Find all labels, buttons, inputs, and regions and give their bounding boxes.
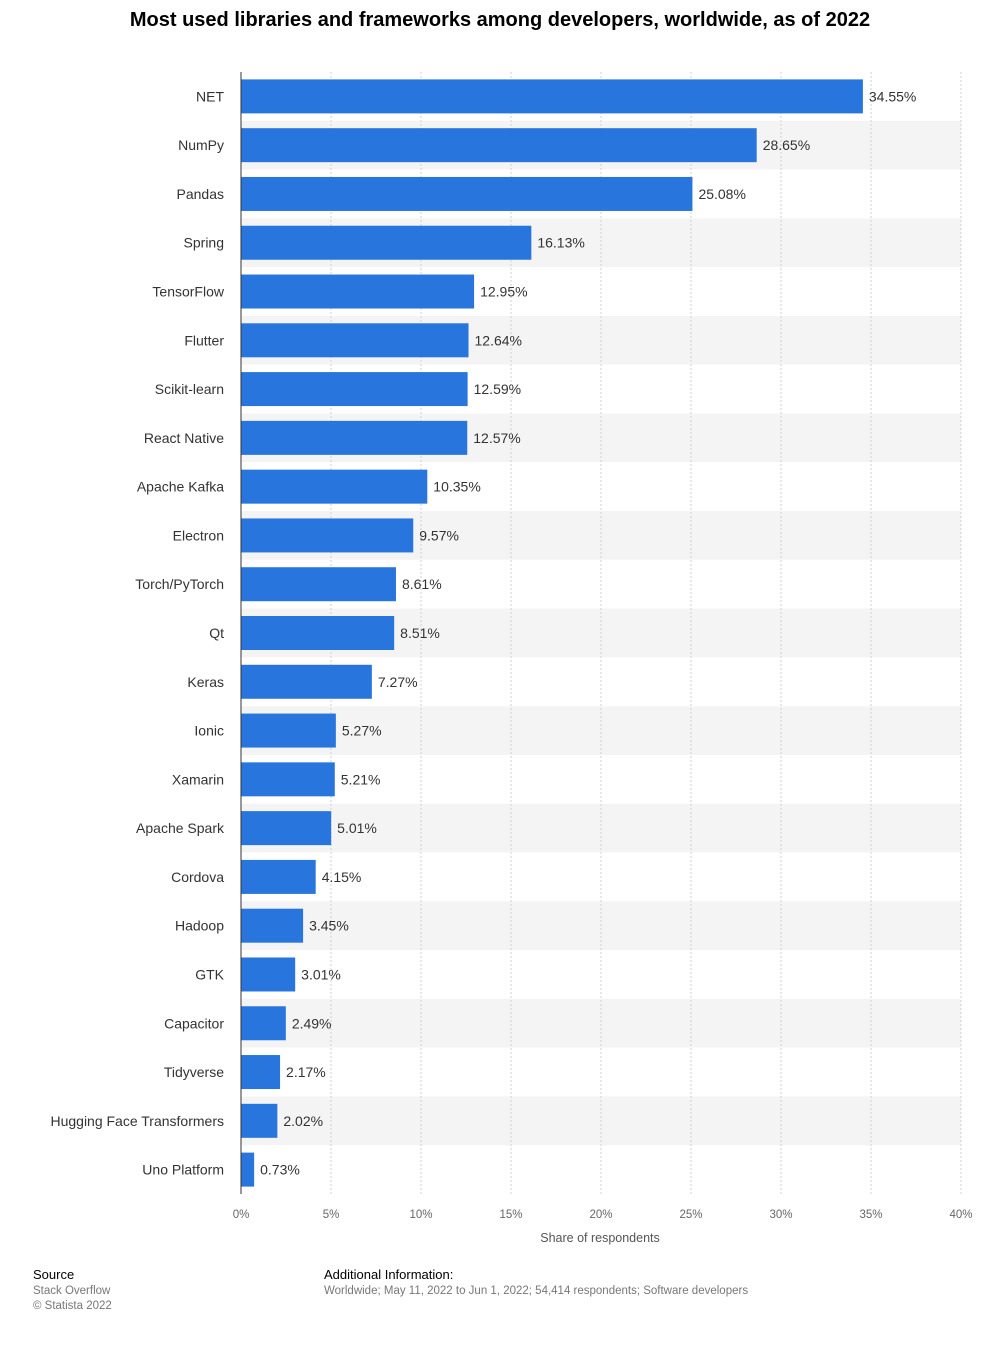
data-label: 5.01% bbox=[337, 820, 377, 836]
category-label: Cordova bbox=[171, 869, 224, 885]
category-label: Torch/PyTorch bbox=[135, 576, 224, 592]
bar[interactable] bbox=[241, 908, 304, 943]
data-label: 8.61% bbox=[402, 576, 442, 592]
bar[interactable] bbox=[241, 274, 475, 309]
data-label: 3.45% bbox=[309, 918, 349, 934]
data-label: 28.65% bbox=[763, 137, 810, 153]
x-tick-label: 10% bbox=[409, 1209, 432, 1221]
data-label: 8.51% bbox=[400, 625, 440, 641]
row-band bbox=[241, 950, 961, 999]
x-tick-label: 0% bbox=[233, 1209, 250, 1221]
category-label: Apache Kafka bbox=[137, 479, 224, 495]
category-label: Qt bbox=[209, 625, 224, 641]
bars bbox=[241, 79, 863, 1187]
bar[interactable] bbox=[241, 225, 532, 260]
x-tick-label: 5% bbox=[323, 1209, 340, 1221]
bar[interactable] bbox=[241, 79, 863, 114]
data-label: 16.13% bbox=[537, 235, 584, 251]
x-axis-title: Share of respondents bbox=[540, 1231, 660, 1245]
footer-additional-info: Additional Information: Worldwide; May 1… bbox=[324, 1267, 748, 1299]
data-label: 2.02% bbox=[283, 1113, 323, 1129]
category-label: Xamarin bbox=[172, 771, 224, 787]
data-label: 25.08% bbox=[698, 186, 745, 202]
bar[interactable] bbox=[241, 518, 414, 553]
x-tick-label: 15% bbox=[499, 1209, 522, 1221]
category-label: Pandas bbox=[177, 186, 224, 202]
data-label: 5.21% bbox=[341, 771, 381, 787]
category-label: Keras bbox=[187, 674, 224, 690]
row-band bbox=[241, 754, 961, 804]
data-label: 12.57% bbox=[473, 430, 520, 446]
bar[interactable] bbox=[241, 1152, 255, 1187]
bar[interactable] bbox=[241, 420, 468, 455]
category-label: NET bbox=[196, 88, 224, 104]
footer-source: Source Stack Overflow © Statista 2022 bbox=[33, 1267, 112, 1314]
category-label: Ionic bbox=[194, 723, 224, 739]
category-label: Uno Platform bbox=[142, 1162, 224, 1178]
data-label: 5.27% bbox=[342, 723, 382, 739]
data-label: 12.64% bbox=[475, 332, 522, 348]
row-band bbox=[241, 998, 961, 1048]
category-label: NumPy bbox=[178, 137, 224, 153]
category-label: Electron bbox=[173, 527, 224, 543]
bar[interactable] bbox=[241, 1006, 286, 1041]
category-label: Hugging Face Transformers bbox=[50, 1113, 224, 1129]
x-tick-label: 20% bbox=[589, 1209, 612, 1221]
bar[interactable] bbox=[241, 957, 296, 992]
bar[interactable] bbox=[241, 372, 468, 407]
category-label: React Native bbox=[144, 430, 224, 446]
bar[interactable] bbox=[241, 567, 396, 602]
info-text: Worldwide; May 11, 2022 to Jun 1, 2022; … bbox=[324, 1285, 749, 1297]
row-band bbox=[241, 706, 961, 755]
category-label: Tidyverse bbox=[164, 1064, 224, 1080]
category-label: TensorFlow bbox=[152, 284, 224, 300]
bar[interactable] bbox=[241, 811, 332, 846]
x-tick-label: 35% bbox=[859, 1209, 882, 1221]
data-label: 2.17% bbox=[286, 1064, 326, 1080]
data-label: 0.73% bbox=[260, 1162, 300, 1178]
bar[interactable] bbox=[241, 713, 336, 748]
bar[interactable] bbox=[241, 1055, 281, 1090]
category-label: Apache Spark bbox=[136, 820, 225, 836]
copyright: © Statista 2022 bbox=[33, 1300, 112, 1312]
bar[interactable] bbox=[241, 128, 757, 163]
x-tick-label: 30% bbox=[769, 1209, 792, 1221]
info-heading: Additional Information: bbox=[324, 1267, 454, 1282]
category-label: Spring bbox=[184, 235, 224, 251]
data-label: 3.01% bbox=[301, 966, 341, 982]
x-tick-label: 40% bbox=[949, 1209, 972, 1221]
data-label: 2.49% bbox=[292, 1015, 332, 1031]
data-label: 9.57% bbox=[419, 527, 459, 543]
data-label: 10.35% bbox=[433, 479, 480, 495]
bar-chart: NET NumPy Pandas Spring TensorFlow Flutter Sci… bbox=[50, 72, 973, 1245]
data-label: 12.59% bbox=[474, 381, 521, 397]
x-tick-label: 25% bbox=[679, 1209, 702, 1221]
bar[interactable] bbox=[241, 616, 395, 650]
category-label: Scikit-learn bbox=[155, 381, 224, 397]
category-label: Capacitor bbox=[164, 1015, 224, 1031]
bar[interactable] bbox=[241, 176, 693, 211]
data-label: 34.55% bbox=[869, 88, 916, 104]
source-heading: Source bbox=[33, 1267, 75, 1282]
value-labels: 34.55% 28.65% 25.08% 16.13% 12.95% 12.64% 12.5… bbox=[260, 88, 916, 1177]
data-label: 12.95% bbox=[480, 284, 527, 300]
category-label: GTK bbox=[195, 966, 224, 982]
category-label: Flutter bbox=[184, 332, 224, 348]
source-name[interactable]: Stack Overflow bbox=[33, 1285, 111, 1297]
bar[interactable] bbox=[241, 469, 428, 504]
data-label: 4.15% bbox=[322, 869, 362, 885]
category-labels: NET NumPy Pandas Spring TensorFlow Flutter Sci… bbox=[50, 88, 225, 1177]
x-tick-labels: 0% 5% 10% 15% 20% 25% 30% 35% 40% bbox=[233, 1209, 973, 1221]
data-label: 7.27% bbox=[378, 674, 418, 690]
bar[interactable] bbox=[241, 859, 316, 894]
bar[interactable] bbox=[241, 1103, 278, 1138]
bar[interactable] bbox=[241, 323, 469, 358]
bar[interactable] bbox=[241, 762, 335, 797]
bar[interactable] bbox=[241, 664, 372, 699]
chart-title: Most used libraries and frameworks among… bbox=[129, 9, 871, 31]
category-label: Hadoop bbox=[175, 918, 224, 934]
